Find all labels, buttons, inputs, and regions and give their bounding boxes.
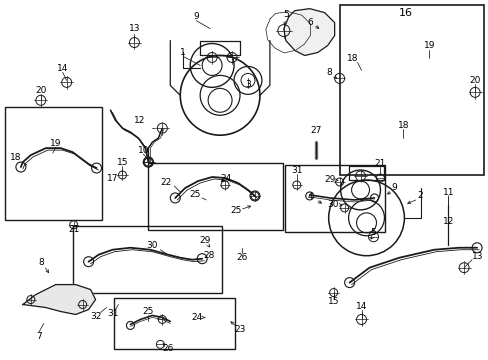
Text: 12: 12 (133, 116, 145, 125)
Text: 3: 3 (244, 80, 250, 89)
Text: 7: 7 (36, 332, 41, 341)
Text: 19: 19 (50, 139, 61, 148)
Text: 16: 16 (398, 8, 411, 18)
Text: 10: 10 (137, 145, 149, 154)
Text: 17: 17 (106, 174, 118, 183)
Text: 31: 31 (107, 309, 119, 318)
Text: 20: 20 (35, 86, 46, 95)
Text: 9: 9 (193, 12, 199, 21)
Text: 2: 2 (417, 192, 422, 201)
Text: 9: 9 (391, 184, 396, 193)
Text: 31: 31 (290, 166, 302, 175)
Text: 8: 8 (326, 68, 332, 77)
Text: 5: 5 (370, 228, 376, 237)
Text: 30: 30 (326, 201, 338, 210)
Bar (148, 163, 282, 230)
Text: 25: 25 (142, 307, 154, 316)
Text: 25: 25 (230, 206, 241, 215)
Text: 18: 18 (10, 153, 21, 162)
Text: 29: 29 (199, 236, 210, 245)
Text: 24: 24 (191, 313, 203, 322)
Bar (5, 107, 102, 220)
Bar (285, 165, 385, 232)
Text: 13: 13 (471, 252, 483, 261)
Text: 5: 5 (283, 10, 288, 19)
Text: 27: 27 (309, 126, 321, 135)
Polygon shape (23, 285, 95, 315)
Text: 14: 14 (57, 64, 68, 73)
Bar (113, 298, 235, 349)
Text: 13: 13 (128, 24, 140, 33)
Bar (339, 5, 483, 175)
Bar (73, 226, 222, 293)
Text: 21: 21 (68, 225, 79, 234)
Text: 30: 30 (146, 241, 158, 250)
Text: 23: 23 (234, 325, 245, 334)
Text: 15: 15 (327, 297, 339, 306)
Text: 25: 25 (189, 190, 201, 199)
Text: 8: 8 (38, 258, 43, 267)
Text: 32: 32 (90, 312, 101, 321)
Polygon shape (283, 9, 334, 55)
Text: 18: 18 (346, 54, 358, 63)
Text: 6: 6 (307, 18, 313, 27)
Text: 11: 11 (442, 188, 453, 197)
Text: 1: 1 (180, 48, 186, 57)
Text: 4: 4 (307, 193, 313, 202)
Text: 18: 18 (397, 121, 408, 130)
Text: 22: 22 (161, 179, 172, 188)
Text: 24: 24 (220, 174, 231, 183)
Text: 26: 26 (163, 344, 174, 353)
Text: 19: 19 (423, 41, 434, 50)
Text: 14: 14 (355, 302, 366, 311)
Text: 15: 15 (117, 158, 128, 167)
Text: 26: 26 (236, 253, 247, 262)
Text: 28: 28 (203, 251, 214, 260)
Text: 12: 12 (442, 217, 453, 226)
Text: 21: 21 (374, 158, 386, 167)
Text: 20: 20 (468, 76, 480, 85)
Text: 29: 29 (324, 175, 335, 184)
